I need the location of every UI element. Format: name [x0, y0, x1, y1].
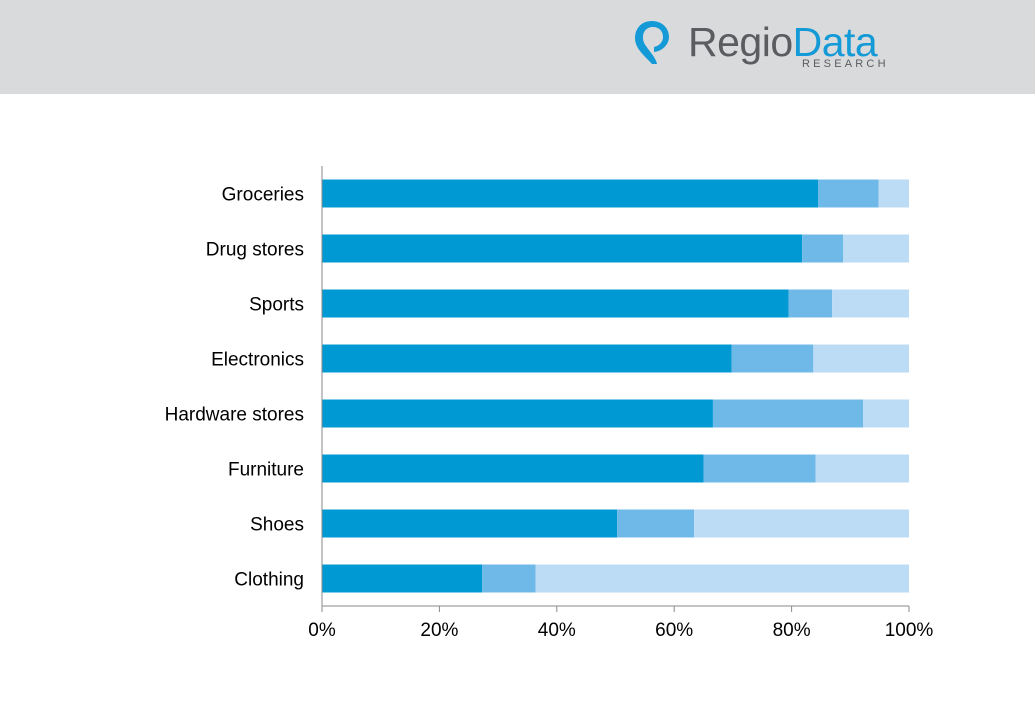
bar-segment-3	[878, 179, 909, 208]
category-label: Shoes	[250, 515, 304, 536]
category-label: Hardware stores	[165, 405, 304, 426]
bar-segment-3	[813, 344, 909, 373]
x-tick-label: 40%	[538, 620, 576, 641]
bar-segment-1	[322, 179, 819, 208]
logo-subtitle: RESEARCH	[802, 58, 889, 70]
bar-segment-3	[535, 564, 909, 593]
bar-segment-3	[815, 454, 909, 483]
bar-segment-2	[703, 454, 816, 483]
bar-segment-3	[843, 234, 909, 263]
stacked-bar-chart: Groceries Drug stores Sports Electronics Har…	[165, 166, 934, 641]
category-label: Furniture	[228, 460, 304, 481]
logo-wordmark: RegioData	[688, 19, 878, 65]
bar-segment-1	[322, 399, 713, 428]
bar-segment-1	[322, 564, 483, 593]
category-label: Electronics	[211, 350, 304, 371]
bar-segment-3	[863, 399, 909, 428]
x-tick-label: 0%	[308, 620, 336, 641]
bar-segment-3	[832, 289, 909, 318]
bar-segment-1	[322, 344, 732, 373]
bar-segment-2	[788, 289, 833, 318]
category-label: Groceries	[222, 185, 304, 206]
bar-segment-2	[617, 509, 695, 538]
map-pin-icon	[635, 21, 669, 64]
bar-segment-2	[818, 179, 879, 208]
bar-segment-2	[482, 564, 536, 593]
bar-segment-1	[322, 289, 789, 318]
bar-segment-1	[322, 454, 704, 483]
x-tick-label: 60%	[655, 620, 693, 641]
category-label: Clothing	[234, 570, 304, 591]
bar-segment-1	[322, 234, 803, 263]
x-tick-label: 100%	[885, 620, 934, 641]
category-label: Drug stores	[206, 240, 304, 261]
x-tick-label: 80%	[773, 620, 811, 641]
bar-segment-1	[322, 509, 618, 538]
category-label: Sports	[249, 295, 304, 316]
bar-segment-2	[731, 344, 814, 373]
bar-segment-2	[712, 399, 864, 428]
page-header: RegioData RESEARCH	[0, 0, 1035, 94]
logo-word-data: Data	[792, 19, 878, 65]
bar-segment-3	[694, 509, 909, 538]
logo-word-regio: Regio	[688, 19, 793, 65]
regiodata-logo: RegioData RESEARCH	[632, 18, 902, 78]
x-tick-label: 20%	[420, 620, 458, 641]
bar-segment-2	[802, 234, 844, 263]
